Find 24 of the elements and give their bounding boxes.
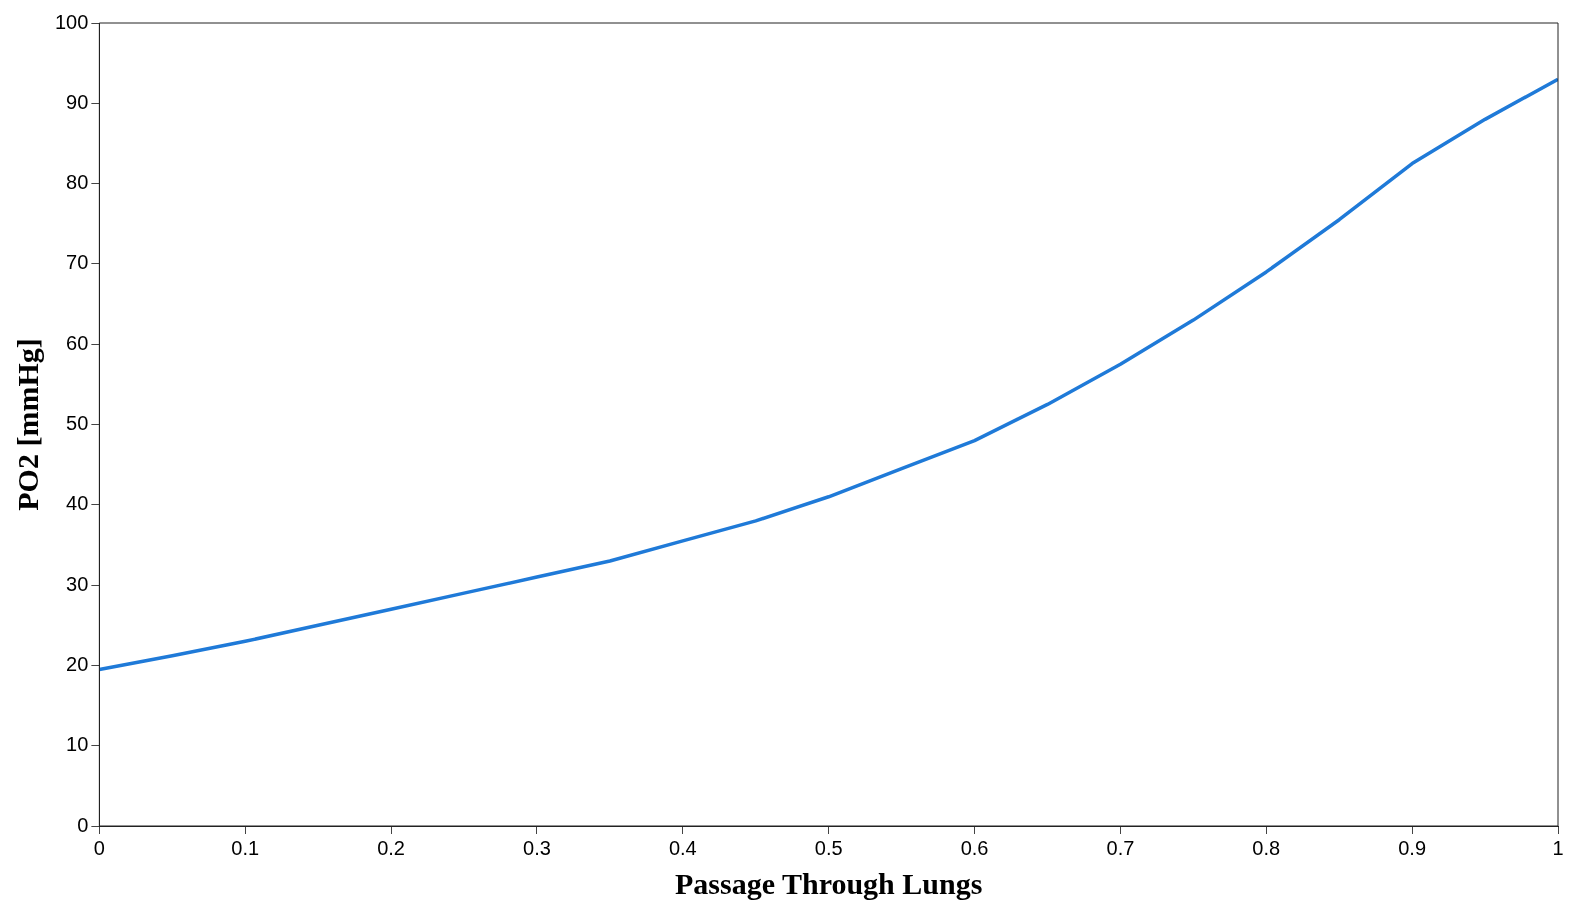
y-tick-label: 80 <box>66 171 89 194</box>
x-tick-label: 0.5 <box>814 836 843 859</box>
x-tick-label: 0.6 <box>960 836 989 859</box>
y-tick-label: 40 <box>66 492 89 515</box>
y-tick-label: 20 <box>66 652 89 675</box>
x-tick-label: 0.4 <box>668 836 697 859</box>
y-tick-label: 60 <box>66 331 89 354</box>
y-tick-label: 0 <box>77 813 89 836</box>
x-tick-label: 0.9 <box>1398 836 1427 859</box>
y-tick-label: 70 <box>66 251 89 274</box>
y-tick-label: 100 <box>54 10 89 33</box>
x-tick-label: 0 <box>93 836 105 859</box>
y-axis-title: PO2 [mmHg] <box>10 338 44 511</box>
x-tick-label: 0.3 <box>523 836 551 859</box>
y-tick-label: 30 <box>66 572 89 595</box>
x-axis-title: Passage Through Lungs <box>675 866 983 900</box>
x-tick-label: 1 <box>1552 836 1564 859</box>
y-tick-label: 50 <box>66 412 89 435</box>
y-tick-label: 90 <box>66 90 89 113</box>
x-tick-label: 0.1 <box>231 836 260 859</box>
x-tick-label: 0.7 <box>1106 836 1135 859</box>
x-tick-label: 0.2 <box>377 836 405 859</box>
x-tick-label: 0.8 <box>1252 836 1281 859</box>
y-tick-label: 10 <box>66 733 89 756</box>
